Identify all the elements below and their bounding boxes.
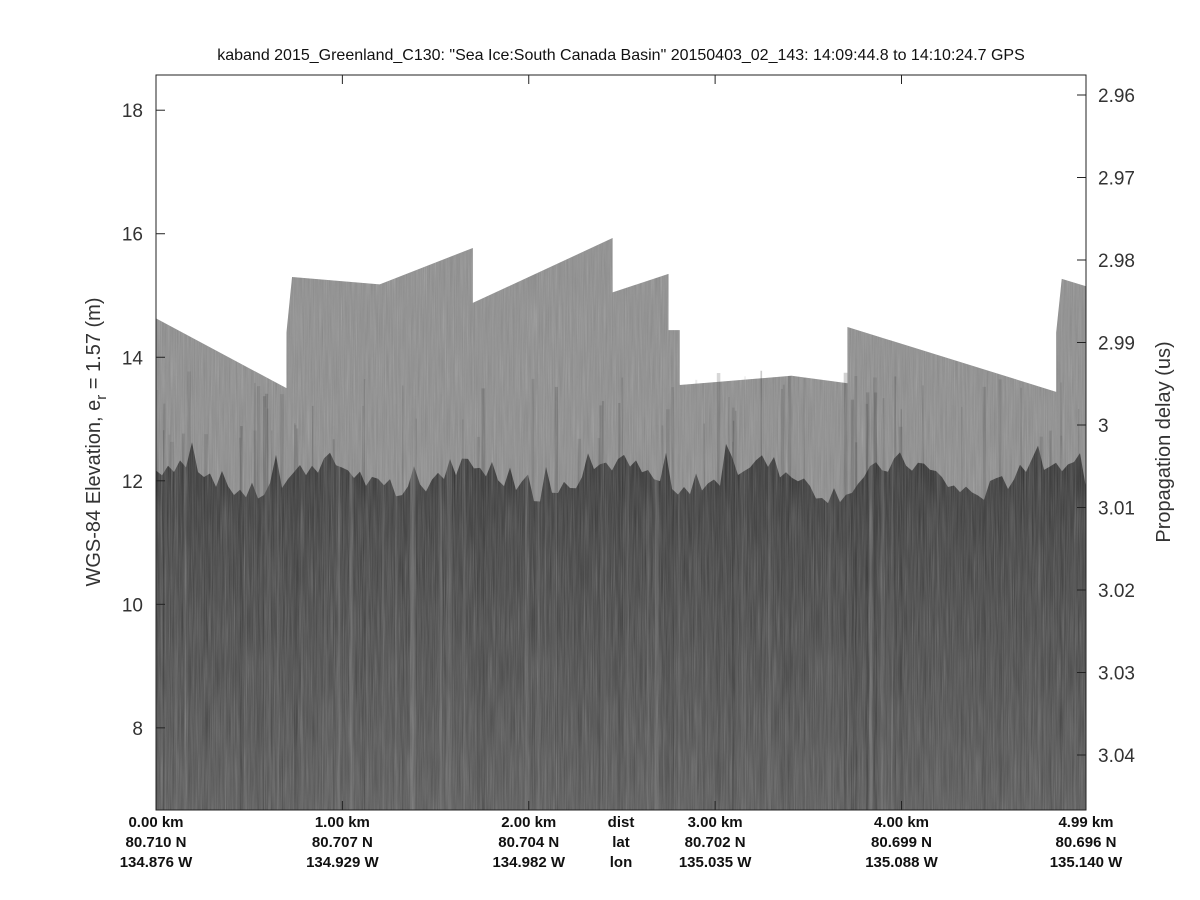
y-left-tick-label: 12: [122, 472, 143, 493]
y-axis-left-label-main: WGS-84 Elevation, e: [83, 400, 105, 587]
x-tick-label-lon: 135.035 W: [679, 854, 752, 871]
x-tick-label-lon: 135.140 W: [1050, 854, 1123, 871]
x-tick-label-dist: 0.00 km: [128, 814, 183, 831]
x-tick-label-lon: 134.876 W: [120, 854, 193, 871]
x-tick-label-lat: 80.699 N: [871, 834, 932, 851]
y-right-tick-label: 3.01: [1098, 499, 1135, 520]
chart-title: kaband 2015_Greenland_C130: "Sea Ice:Sou…: [217, 47, 1025, 64]
x-tick-label-lat: 80.696 N: [1056, 834, 1117, 851]
y-right-tick-label: 2.96: [1098, 86, 1135, 107]
x-row-label-lat: lat: [612, 834, 630, 851]
x-tick-label-lon: 134.982 W: [492, 854, 565, 871]
x-tick-label-dist: 2.00 km: [501, 814, 556, 831]
x-row-label-dist: dist: [608, 814, 635, 831]
y-right-tick-label: 3.04: [1098, 746, 1135, 767]
y-axis-left-label: WGS-84 Elevation, er = 1.57 (m): [83, 297, 110, 586]
x-tick-label-dist: 4.99 km: [1058, 814, 1113, 831]
x-tick-label-dist: 1.00 km: [315, 814, 370, 831]
y-left-tick-label: 8: [132, 719, 143, 740]
x-tick-label-lat: 80.704 N: [498, 834, 559, 851]
y-right-tick-label: 2.97: [1098, 169, 1135, 190]
x-tick-label-lon: 135.088 W: [865, 854, 938, 871]
x-tick-label-lat: 80.702 N: [685, 834, 746, 851]
y-right-tick-label: 2.98: [1098, 251, 1135, 272]
x-tick-label-dist: 3.00 km: [688, 814, 743, 831]
y-left-tick-label: 18: [122, 101, 143, 122]
x-tick-label-dist: 4.00 km: [874, 814, 929, 831]
x-row-label-lon: lon: [610, 854, 633, 871]
y-right-tick-label: 3: [1098, 416, 1109, 437]
y-left-tick-label: 10: [122, 595, 143, 616]
speckle-noise: [156, 238, 1086, 810]
y-left-tick-label: 14: [122, 348, 144, 369]
y-left-tick-label: 16: [122, 225, 143, 246]
x-tick-label-lat: 80.707 N: [312, 834, 373, 851]
y-axis-right-label: Propagation delay (us): [1153, 341, 1175, 542]
y-right-tick-label: 2.99: [1098, 334, 1135, 355]
x-tick-label-lon: 134.929 W: [306, 854, 379, 871]
y-axis-left-label-suffix: = 1.57 (m): [83, 297, 105, 394]
y-axis-left-label-subscript: r: [93, 395, 110, 400]
plot-frame: [155, 74, 1087, 811]
x-tick-label-lat: 80.710 N: [126, 834, 187, 851]
y-right-tick-label: 3.03: [1098, 664, 1135, 685]
y-right-tick-label: 3.02: [1098, 581, 1135, 602]
